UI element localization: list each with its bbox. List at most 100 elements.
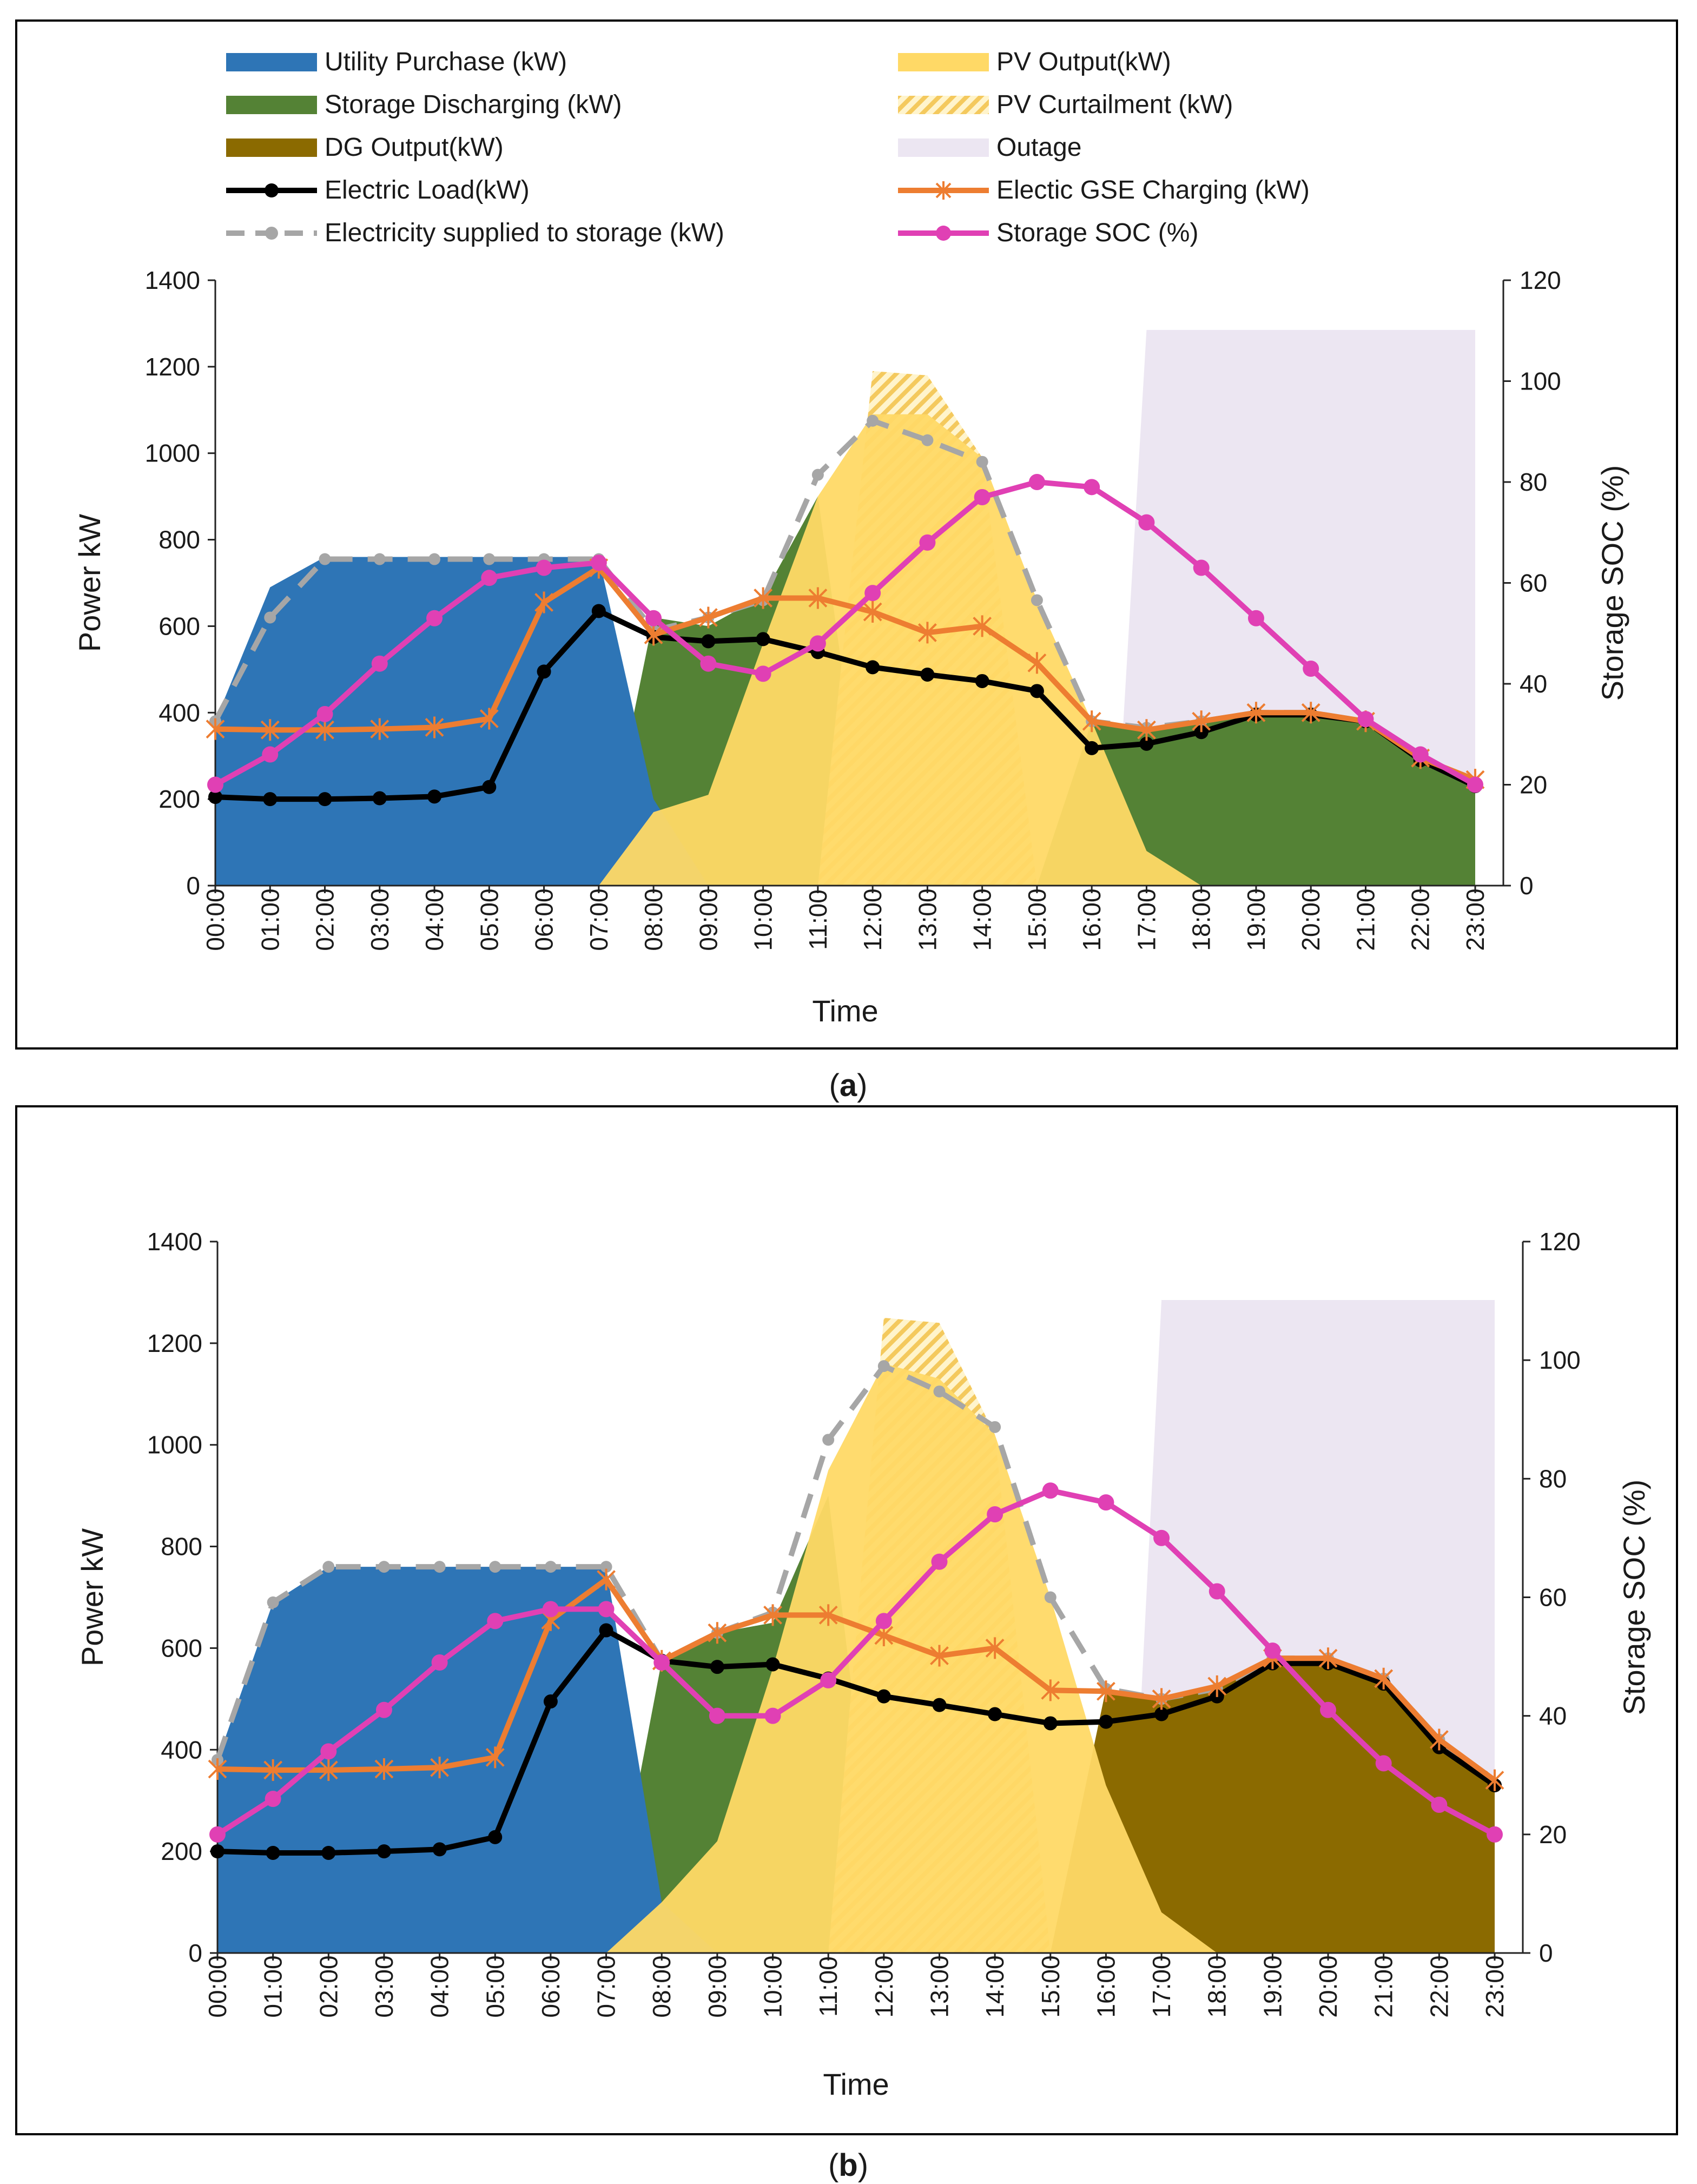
dg-area-b [1050,1658,1495,1953]
y2-axis-title-b: Storage SOC (%) [1617,1480,1651,1715]
load-point-b-5 [488,1830,503,1844]
supplied-point-b-5 [489,1561,501,1573]
soc-point-b-16 [1098,1494,1114,1511]
soc-point-b-20 [1320,1701,1337,1718]
supplied-point-b-12 [877,1360,890,1373]
y2-tick-label-b-0: 0 [1539,1939,1553,1967]
soc-point-a-0 [207,776,223,793]
x-tick-label-b-17: 17:00 [1147,1955,1176,2017]
gse-point-a-10 [754,587,773,609]
supplied-point-a-5 [483,553,496,565]
load-point-b-13 [932,1698,947,1712]
soc-point-b-18 [1209,1583,1225,1600]
x-tick-label-a-4: 04:00 [420,888,448,951]
gse-point-b-0 [208,1758,227,1780]
x-tick-label-a-7: 07:00 [585,888,613,951]
gse-point-b-20 [1318,1647,1338,1670]
legend-a-dg-label: DG Output(kW) [325,133,504,162]
legend-a-dg-swatch [226,138,317,157]
y2-tick-label-b-4: 80 [1539,1464,1567,1493]
soc-point-b-9 [709,1707,725,1724]
soc-point-b-23 [1487,1826,1503,1843]
x-tick-label-b-12: 12:00 [870,1955,898,2017]
load-point-b-1 [266,1845,280,1860]
soc-point-a-11 [809,635,826,652]
x-tick-label-b-16: 16:00 [1092,1955,1120,2017]
soc-point-b-22 [1431,1797,1448,1813]
x-tick-label-b-0: 00:00 [203,1955,232,2017]
gse-point-b-2 [319,1759,338,1781]
gse-point-a-19 [1246,702,1266,724]
x-tick-label-a-2: 02:00 [311,888,339,951]
caption-a-letter: a [840,1068,857,1103]
legend-a-pv-swatch [898,53,989,71]
x-tick-label-b-1: 01:00 [259,1955,287,2017]
gse-point-a-11 [808,587,828,609]
soc-point-b-17 [1153,1529,1170,1546]
soc-point-a-5 [481,570,498,586]
load-point-b-6 [543,1694,558,1709]
soc-point-a-20 [1303,661,1319,677]
gse-point-b-7 [597,1568,616,1591]
x-tick-label-b-3: 03:00 [370,1955,398,2017]
gse-point-a-6 [534,591,553,613]
supplied-point-a-14 [976,456,988,468]
x-axis-title-a: Time [812,994,878,1028]
load-point-b-10 [765,1657,780,1672]
x-tick-label-b-8: 08:00 [648,1955,676,2017]
chart-a: 0 200 400 600 800 1000 1200 1400 0 20 40 60 80 100 120… [72,266,1629,1028]
x-tick-label-a-23: 23:00 [1461,888,1489,951]
x-tick-label-a-11: 11:00 [804,889,832,950]
soc-point-a-10 [755,665,771,682]
x-tick-label-b-2: 02:00 [314,1955,342,2017]
load-point-b-12 [876,1689,891,1704]
x-tick-label-a-19: 19:00 [1242,888,1270,951]
x-tick-label-a-5: 05:00 [475,888,503,951]
y-tick-label-a-4: 800 [159,526,200,554]
y-tick-label-a-2: 400 [159,698,200,727]
soc-point-a-13 [919,534,936,551]
load-point-a-5 [482,780,497,794]
supplied-point-b-3 [378,1561,390,1573]
legend-a-pv-label: PV Output(kW) [996,48,1171,76]
load-point-a-10 [756,632,770,646]
soc-point-b-2 [320,1743,337,1760]
legend-a-supplied-marker [265,227,278,240]
x-tick-label-a-12: 12:00 [859,888,887,951]
y2-tick-label-a-3: 60 [1520,569,1547,597]
x-tick-label-a-17: 17:00 [1132,888,1160,951]
gse-point-a-13 [917,622,937,644]
supplied-point-b-13 [933,1385,946,1398]
soc-point-a-12 [864,585,881,602]
gse-line-a [215,565,1476,782]
y2-tick-label-a-2: 40 [1520,670,1547,698]
gse-point-b-9 [708,1622,727,1644]
gse-point-b-14 [985,1637,1005,1659]
load-point-a-14 [975,674,989,688]
load-point-a-4 [427,789,442,804]
supplied-point-b-4 [433,1561,446,1573]
y2-tick-label-a-4: 80 [1520,468,1547,496]
load-point-b-14 [988,1707,1002,1721]
soc-point-b-5 [487,1613,504,1629]
soc-point-a-8 [645,610,662,626]
y-tick-label-b-3: 600 [161,1634,202,1662]
supplied-point-b-2 [322,1561,335,1573]
soc-point-a-22 [1412,746,1429,763]
x-tick-label-b-15: 15:00 [1036,1955,1065,2017]
y-tick-label-a-3: 600 [159,612,200,640]
gse-point-b-21 [1374,1667,1394,1690]
gse-point-a-20 [1301,702,1320,724]
x-tick-label-a-1: 01:00 [256,888,284,951]
supplied-point-b-11 [822,1434,835,1446]
y2-tick-label-a-6: 120 [1520,266,1561,294]
gse-point-a-16 [1082,710,1101,733]
load-point-b-17 [1154,1707,1169,1721]
load-point-b-0 [210,1844,224,1859]
soc-point-a-14 [974,489,991,505]
soc-point-a-23 [1467,776,1483,793]
soc-point-a-16 [1084,479,1100,496]
y-axis-title-b: Power kW [75,1528,109,1666]
soc-point-b-15 [1042,1482,1059,1499]
y2-tick-label-a-0: 0 [1520,872,1534,900]
